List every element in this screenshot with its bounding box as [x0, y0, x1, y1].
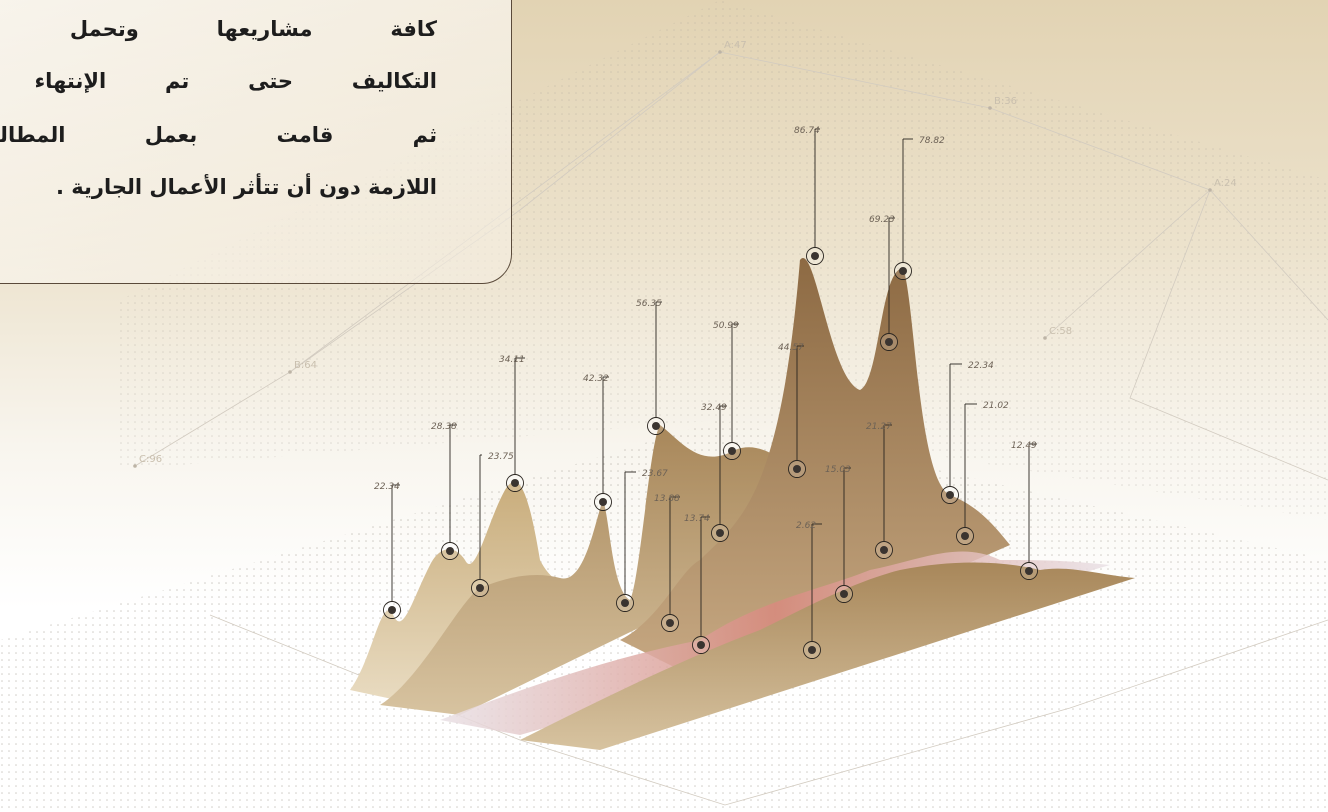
node-dot — [133, 464, 137, 468]
marker-label: 15.03 — [825, 465, 851, 475]
marker-dot — [621, 599, 629, 607]
marker-label: 34.11 — [499, 355, 525, 365]
marker-dot — [1025, 567, 1033, 575]
marker-dot — [666, 619, 674, 627]
node-dot — [1208, 188, 1212, 192]
marker-label: 22.34 — [374, 482, 400, 492]
marker-label: 69.23 — [869, 215, 895, 225]
ridges — [350, 258, 1135, 750]
node-label: A:47 — [724, 40, 747, 51]
text-line: كافة مشاريعها وتحمل الفرق في — [0, 17, 437, 41]
marker-label: 23.67 — [642, 469, 668, 479]
marker-dot — [728, 447, 736, 455]
dotted-field — [120, 0, 1328, 520]
marker-label: 2.62 — [796, 521, 816, 531]
marker-label: 21.27 — [866, 422, 892, 432]
nodes: A:47 B:36 A:24 C:58 B:64 C:96 — [133, 40, 1237, 468]
node-label: B:36 — [994, 96, 1017, 107]
marker-dot — [880, 546, 888, 554]
marker-dot — [899, 267, 907, 275]
marker-label: 78.82 — [919, 136, 945, 146]
marker-dot — [652, 422, 660, 430]
marker-label: 86.74 — [794, 126, 820, 136]
marker-dot — [388, 606, 396, 614]
marker-dot — [793, 465, 801, 473]
marker-dot — [808, 646, 816, 654]
marker-label: 28.38 — [431, 422, 457, 432]
ridge — [380, 425, 860, 715]
markers: 22.34 28.38 23.75 34.11 42.32 23.67 56.35 13.88… — [374, 126, 1038, 659]
marker-dot — [840, 590, 848, 598]
marker-dot — [511, 479, 519, 487]
ridge — [520, 562, 1135, 750]
marker-label: 50.99 — [713, 321, 739, 331]
text-box: كافة مشاريعها وتحمل الفرق في التكاليف حتى… — [0, 0, 512, 284]
marker-label: 23.75 — [488, 452, 514, 462]
marker-label: 56.35 — [636, 299, 662, 309]
marker-dot — [476, 584, 484, 592]
text-line: ثم قامت بعمل المطالبات المالية — [0, 123, 437, 147]
node-label: A:24 — [1214, 178, 1237, 189]
text-line: التكاليف حتى تم الإنتهاء من التنفيذ — [0, 69, 437, 93]
marker-label: 42.32 — [583, 374, 609, 384]
marker-dot — [599, 498, 607, 506]
node-dot — [1043, 336, 1047, 340]
marker-dot — [811, 252, 819, 260]
text-line: اللازمة دون أن تتأثر الأعمال الجارية . — [55, 175, 437, 199]
marker-label: 44.57 — [778, 343, 804, 353]
marker-dot — [697, 641, 705, 649]
marker-label: 12.49 — [1011, 441, 1037, 451]
marker-dot — [446, 547, 454, 555]
node-dot — [988, 106, 992, 110]
marker-label: 32.49 — [701, 403, 727, 413]
marker-label: 13.88 — [654, 494, 680, 504]
marker-dot — [716, 529, 724, 537]
marker-dot — [885, 338, 893, 346]
marker-dot — [961, 532, 969, 540]
marker-dot — [946, 491, 954, 499]
node-label: C:96 — [139, 454, 162, 465]
marker-label: 21.02 — [983, 401, 1009, 411]
node-dot — [288, 370, 292, 374]
node-dot — [718, 50, 722, 54]
node-label: C:58 — [1049, 326, 1072, 337]
marker-label: 22.34 — [968, 361, 994, 371]
node-label: B:64 — [294, 360, 317, 371]
marker-label: 13.74 — [684, 514, 710, 524]
